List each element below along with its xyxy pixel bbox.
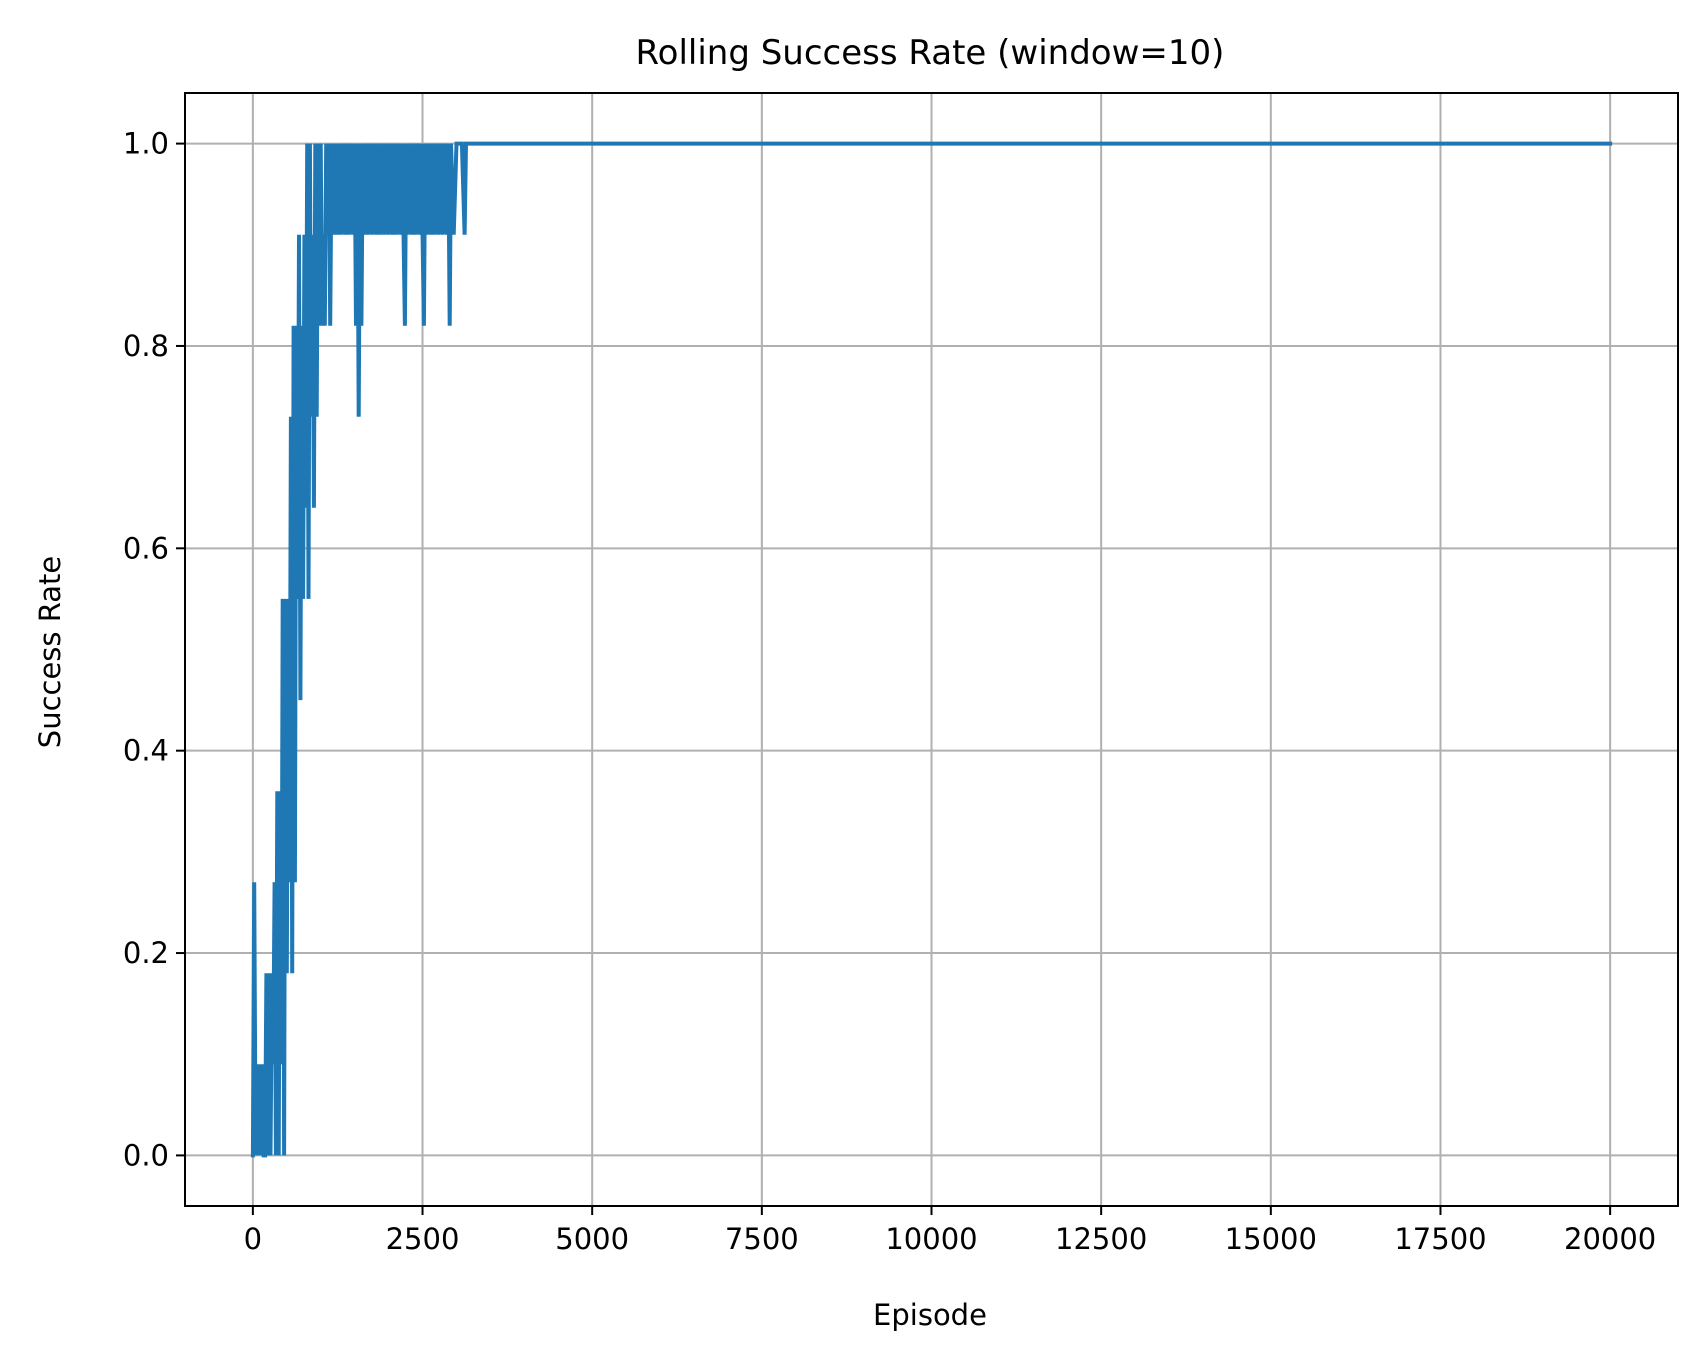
x-tick-label: 2500 bbox=[386, 1222, 460, 1256]
x-tick-label: 7500 bbox=[725, 1222, 799, 1256]
x-tick-label: 5000 bbox=[555, 1222, 629, 1256]
x-tick-label: 0 bbox=[244, 1222, 262, 1256]
x-tick-label: 17500 bbox=[1394, 1222, 1486, 1256]
series-line bbox=[250, 141, 1613, 1158]
y-tick-label: 0.2 bbox=[123, 936, 169, 970]
x-tick-label: 15000 bbox=[1225, 1222, 1317, 1256]
x-tick-label: 10000 bbox=[885, 1222, 977, 1256]
x-axis-ticks: 0 2500 5000 7500 10000 12500 15000 17500 20000 bbox=[244, 1206, 1656, 1256]
x-tick-label: 12500 bbox=[1055, 1222, 1147, 1256]
series-layer bbox=[250, 141, 1613, 1158]
y-tick-label: 0.8 bbox=[123, 329, 169, 363]
grid bbox=[185, 93, 1678, 1206]
y-tick-label: 1.0 bbox=[123, 127, 169, 161]
chart-title: Rolling Success Rate (window=10) bbox=[636, 33, 1225, 73]
y-tick-label: 0.4 bbox=[123, 734, 169, 768]
y-tick-label: 0.6 bbox=[123, 531, 169, 565]
x-tick-label: 20000 bbox=[1564, 1222, 1656, 1256]
x-axis-label: Episode bbox=[873, 1298, 987, 1332]
y-axis-label: Success Rate bbox=[33, 556, 67, 748]
y-axis-ticks: 0.0 0.2 0.4 0.6 0.8 1.0 bbox=[123, 127, 185, 1172]
y-tick-label: 0.0 bbox=[123, 1138, 169, 1172]
